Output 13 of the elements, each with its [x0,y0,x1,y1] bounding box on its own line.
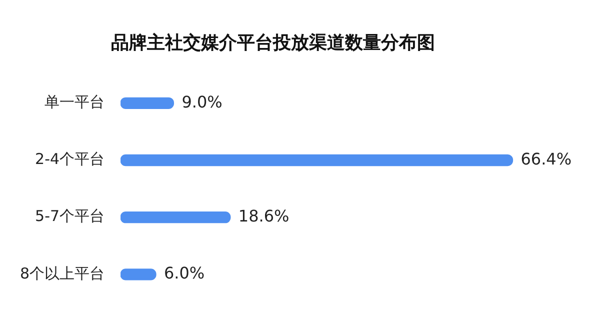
y-tick-label: 5-7个平台 [35,207,105,226]
y-tick-label: 2-4个平台 [35,150,105,168]
chart-title: 品牌主社交媒介平台投放渠道数量分布图 [111,32,435,54]
bar [120,97,174,109]
y-tick-label: 8个以上平台 [20,264,105,282]
data-label: 6.0% [164,264,205,283]
data-label: 9.0% [182,92,222,112]
bar [120,212,231,224]
bar [120,268,156,280]
y-tick-label: 单一平台 [44,93,105,112]
data-label: 66.4% [520,149,572,168]
data-label: 18.6% [238,206,290,226]
bar [120,154,514,166]
